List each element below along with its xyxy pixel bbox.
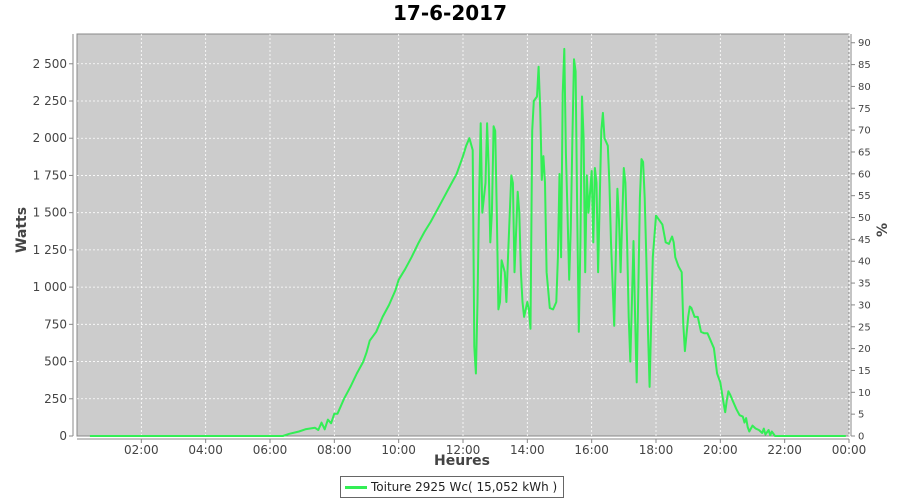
- y2-tick-label: 55: [858, 191, 871, 202]
- y2-tick-label: 35: [858, 279, 871, 290]
- x-tick-label: 06:00: [253, 443, 288, 457]
- series-layer: [89, 47, 846, 437]
- y2-tick-label: 65: [858, 147, 871, 158]
- x-axis: 02:00 04:00 06:00 08:00 10:00 12:00 14:00 16:00…: [77, 438, 867, 457]
- y-tick-label: 1 750: [33, 168, 67, 182]
- y2-tick-label: 30: [858, 300, 871, 311]
- x-tick-label: 12:00: [446, 443, 481, 457]
- y2-tick-label: 0: [858, 432, 864, 443]
- legend-entry-label: Toiture 2925 Wc( 15,052 kWh ): [371, 480, 558, 494]
- y-tick-label: 0: [59, 429, 67, 443]
- y2-tick-label: 20: [858, 344, 871, 355]
- x-tick-label: 22:00: [767, 443, 802, 457]
- x-tick-label: 02:00: [124, 443, 159, 457]
- y-tick-label: 500: [44, 355, 67, 369]
- legend-swatch: [345, 485, 367, 489]
- y2-tick-label: 85: [858, 60, 871, 71]
- series-line-0: [89, 47, 846, 437]
- y-tick-label: 2 500: [33, 57, 67, 71]
- y-tick-label: 2 000: [33, 131, 67, 145]
- y2-tick-label: 80: [858, 82, 871, 93]
- y2-tick-label: 60: [858, 169, 871, 180]
- y-tick-label: 1 000: [33, 280, 67, 294]
- y-axis-label: Watts: [14, 207, 30, 253]
- y2-tick-label: 10: [858, 388, 871, 399]
- grid-lines: [77, 34, 850, 436]
- y2-tick-label: 40: [858, 257, 871, 268]
- y-tick-label: 250: [44, 392, 67, 406]
- y2-axis-label: %: [875, 223, 891, 237]
- x-axis-label: Heures: [434, 453, 490, 469]
- y-tick-label: 1 250: [33, 243, 67, 257]
- x-tick-label: 16:00: [574, 443, 609, 457]
- y2-tick-label: 15: [858, 366, 871, 377]
- y2-tick-label: 70: [858, 126, 871, 137]
- y2-tick-label: 90: [858, 38, 871, 49]
- y-tick-label: 750: [44, 317, 67, 331]
- x-tick-label: 18:00: [639, 443, 674, 457]
- legend: Toiture 2925 Wc( 15,052 kWh ): [340, 476, 565, 498]
- y-tick-label: 2 250: [33, 94, 67, 108]
- y2-tick-label: 75: [858, 104, 871, 115]
- y-axis-left: 0 250 500 750 1 000 1 250 1 500 1 750 2 000 2 250…: [33, 34, 74, 443]
- y2-tick-label: 5: [858, 410, 864, 421]
- x-tick-label: 00:00: [832, 443, 867, 457]
- x-tick-label: 14:00: [510, 443, 545, 457]
- x-tick-label: 10:00: [381, 443, 416, 457]
- y2-tick-label: 25: [858, 322, 871, 333]
- chart-title: 17-6-2017: [393, 1, 507, 25]
- y2-tick-label: 50: [858, 213, 871, 224]
- x-tick-label: 08:00: [317, 443, 352, 457]
- x-tick-label: 20:00: [703, 443, 738, 457]
- x-tick-label: 04:00: [188, 443, 223, 457]
- y-axis-right: 0 5 10 15 20 25 30 35 40 45 50 55 60 65 70 75 80 85 90: [850, 34, 871, 443]
- y-tick-label: 1 500: [33, 206, 67, 220]
- y2-tick-label: 45: [858, 235, 871, 246]
